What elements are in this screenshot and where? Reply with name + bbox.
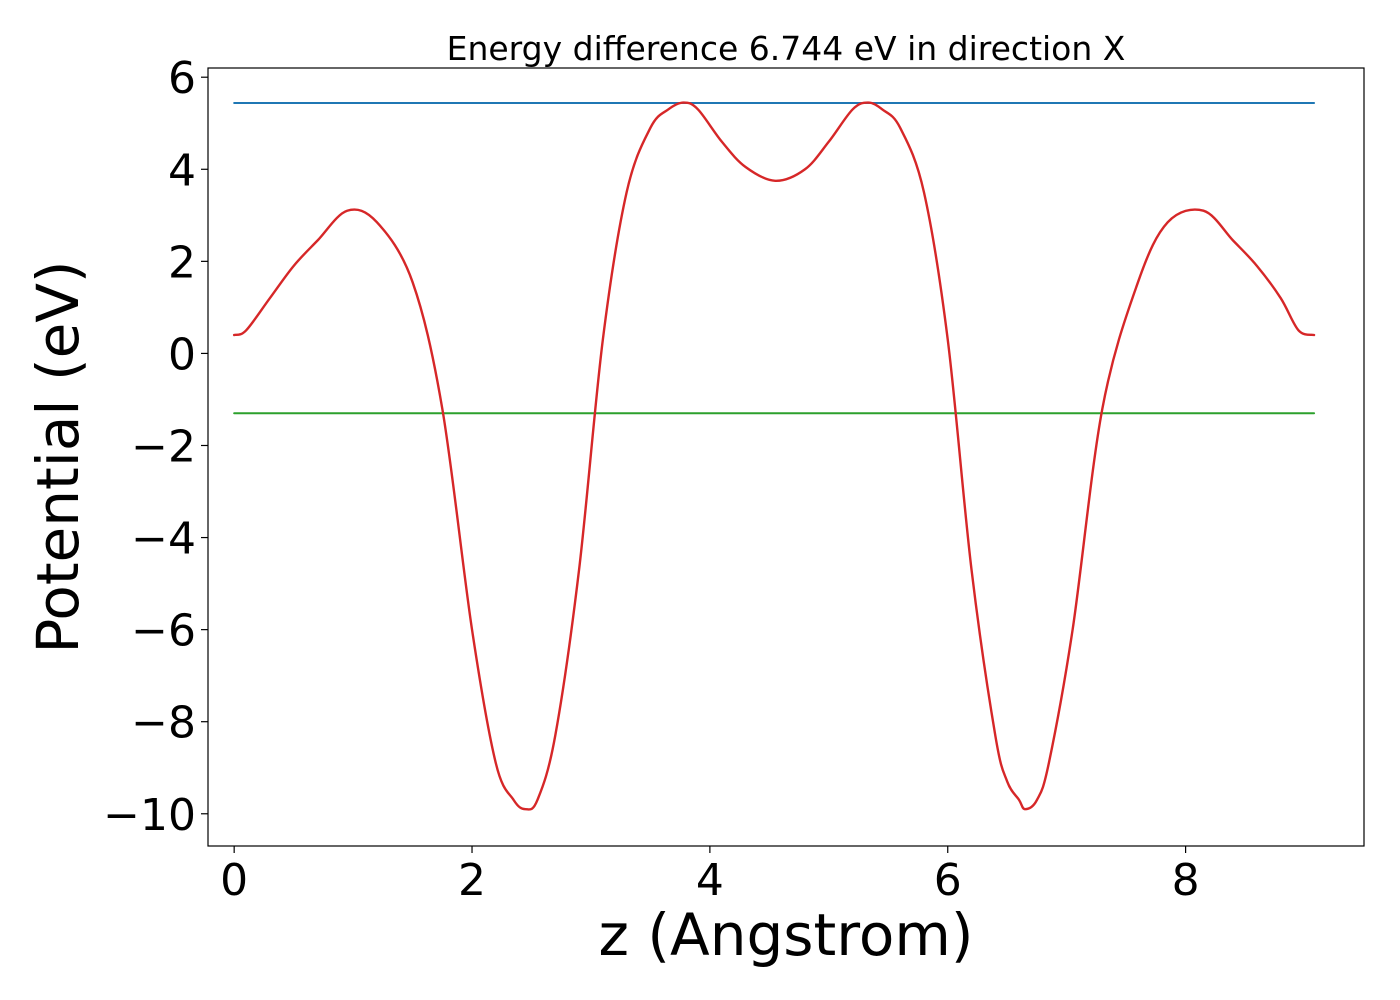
- y-tick-label: −10: [103, 790, 196, 841]
- x-axis-ticks: 0 2 4 6 8: [220, 846, 1200, 906]
- y-axis-ticks: 6 4 2 0 −2 −4 −6 −8 −10: [103, 53, 208, 841]
- y-tick-label: −8: [131, 698, 196, 749]
- x-tick-label: 6: [934, 855, 962, 906]
- x-tick-label: 2: [458, 855, 486, 906]
- x-tick-label: 0: [220, 855, 248, 906]
- x-axis-title: z (Angstrom): [599, 901, 974, 969]
- x-tick-label: 8: [1172, 855, 1200, 906]
- y-tick-label: 6: [168, 53, 196, 104]
- potential-curve: [232, 101, 1316, 811]
- series-layer: [232, 101, 1316, 811]
- y-tick-label: 0: [168, 329, 196, 380]
- x-tick-label: 4: [696, 855, 724, 906]
- y-tick-label: 4: [168, 145, 196, 196]
- plot-area-frame: [207, 67, 1365, 847]
- y-tick-label: −2: [131, 421, 196, 472]
- y-axis-title: Potential (eV): [24, 260, 92, 653]
- chart-title: Energy difference 6.744 eV in direction …: [447, 29, 1126, 68]
- y-tick-label: −6: [131, 606, 196, 657]
- y-tick-label: 2: [168, 237, 196, 288]
- y-tick-label: −4: [131, 514, 196, 565]
